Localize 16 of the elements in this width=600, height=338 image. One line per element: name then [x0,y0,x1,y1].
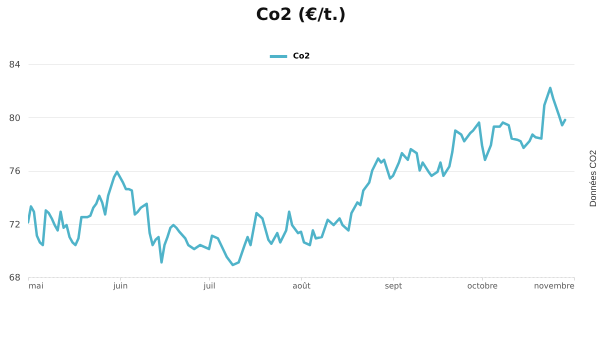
x-tick-label: juil [202,282,216,290]
y-tick-label: 80 [9,114,21,124]
x-tick-label: mai [28,282,44,290]
x-tick-label: sept [384,282,402,290]
x-tick-label: octobre [467,282,498,290]
chart-title: Co2 (€/t.) [256,5,346,25]
legend-label: Co2 [293,52,310,60]
x-tick-label: juin [112,282,128,290]
y-tick-label: 68 [9,274,21,284]
x-tick-label: novembre [534,282,575,290]
y-tick-label: 72 [9,220,20,230]
line-series [28,86,566,266]
y-tick-label: 76 [9,167,21,177]
x-tick-label: août [292,282,311,290]
text: Données CO2 [588,150,598,208]
y-tick-label: 84 [9,60,21,70]
